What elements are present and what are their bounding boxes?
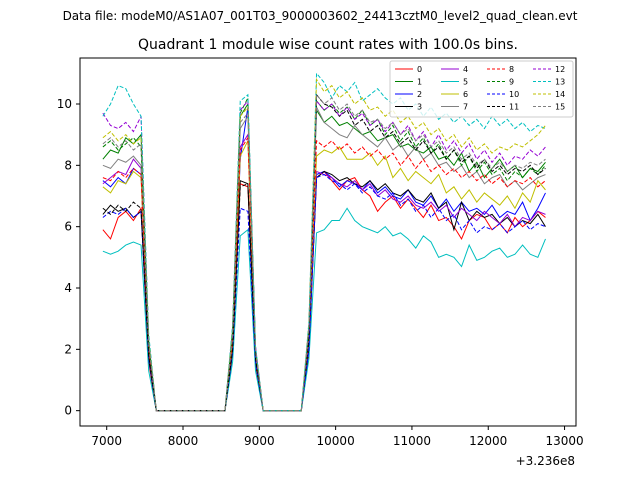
x-tick-label: 9000 bbox=[244, 434, 275, 448]
legend-label-2: 2 bbox=[417, 90, 422, 99]
x-tick-label: 13000 bbox=[545, 434, 583, 448]
legend-label-5: 5 bbox=[463, 78, 468, 87]
legend-label-13: 13 bbox=[555, 78, 565, 87]
legend-label-14: 14 bbox=[555, 90, 565, 99]
legend-box bbox=[389, 60, 574, 118]
x-tick-label: 12000 bbox=[469, 434, 507, 448]
series-line-14 bbox=[102, 77, 546, 412]
chart-title: Quadrant 1 module wise count rates with … bbox=[138, 37, 518, 53]
legend-label-4: 4 bbox=[463, 65, 468, 74]
series-line-12 bbox=[102, 99, 546, 412]
y-tick-label: 10 bbox=[57, 97, 72, 111]
series-line-13 bbox=[102, 71, 546, 412]
legend-label-1: 1 bbox=[417, 78, 422, 87]
legend-label-10: 10 bbox=[509, 90, 519, 99]
legend-label-0: 0 bbox=[417, 65, 422, 74]
y-axis: 0 2 4 6 8 10 bbox=[57, 97, 80, 418]
suptitle: Data file: modeM0/AS1A07_001T03_90000036… bbox=[63, 9, 578, 23]
y-tick-label: 0 bbox=[64, 404, 72, 418]
plot-area bbox=[102, 71, 546, 412]
y-tick-label: 2 bbox=[64, 342, 72, 356]
x-tick-label: 11000 bbox=[393, 434, 431, 448]
x-tick-label: 8000 bbox=[168, 434, 199, 448]
y-tick-label: 4 bbox=[64, 281, 72, 295]
legend-label-12: 12 bbox=[555, 65, 565, 74]
x-tick-label: 7000 bbox=[91, 434, 122, 448]
series-line-10 bbox=[102, 173, 546, 412]
x-tick-label: 10000 bbox=[317, 434, 355, 448]
legend-label-15: 15 bbox=[555, 103, 565, 112]
legend-label-9: 9 bbox=[509, 78, 514, 87]
legend-label-3: 3 bbox=[417, 103, 422, 112]
legend-label-11: 11 bbox=[509, 103, 519, 112]
axes-frame bbox=[79, 57, 577, 427]
y-tick-label: 8 bbox=[64, 158, 72, 172]
legend-label-7: 7 bbox=[463, 103, 468, 112]
series-line-11 bbox=[102, 93, 546, 412]
x-offset-label: +3.236e8 bbox=[516, 454, 575, 468]
y-tick-label: 6 bbox=[64, 220, 72, 234]
legend-label-8: 8 bbox=[509, 65, 514, 74]
x-axis: 7000 8000 9000 10000 11000 12000 13000 bbox=[91, 426, 584, 448]
legend-label-6: 6 bbox=[463, 90, 468, 99]
